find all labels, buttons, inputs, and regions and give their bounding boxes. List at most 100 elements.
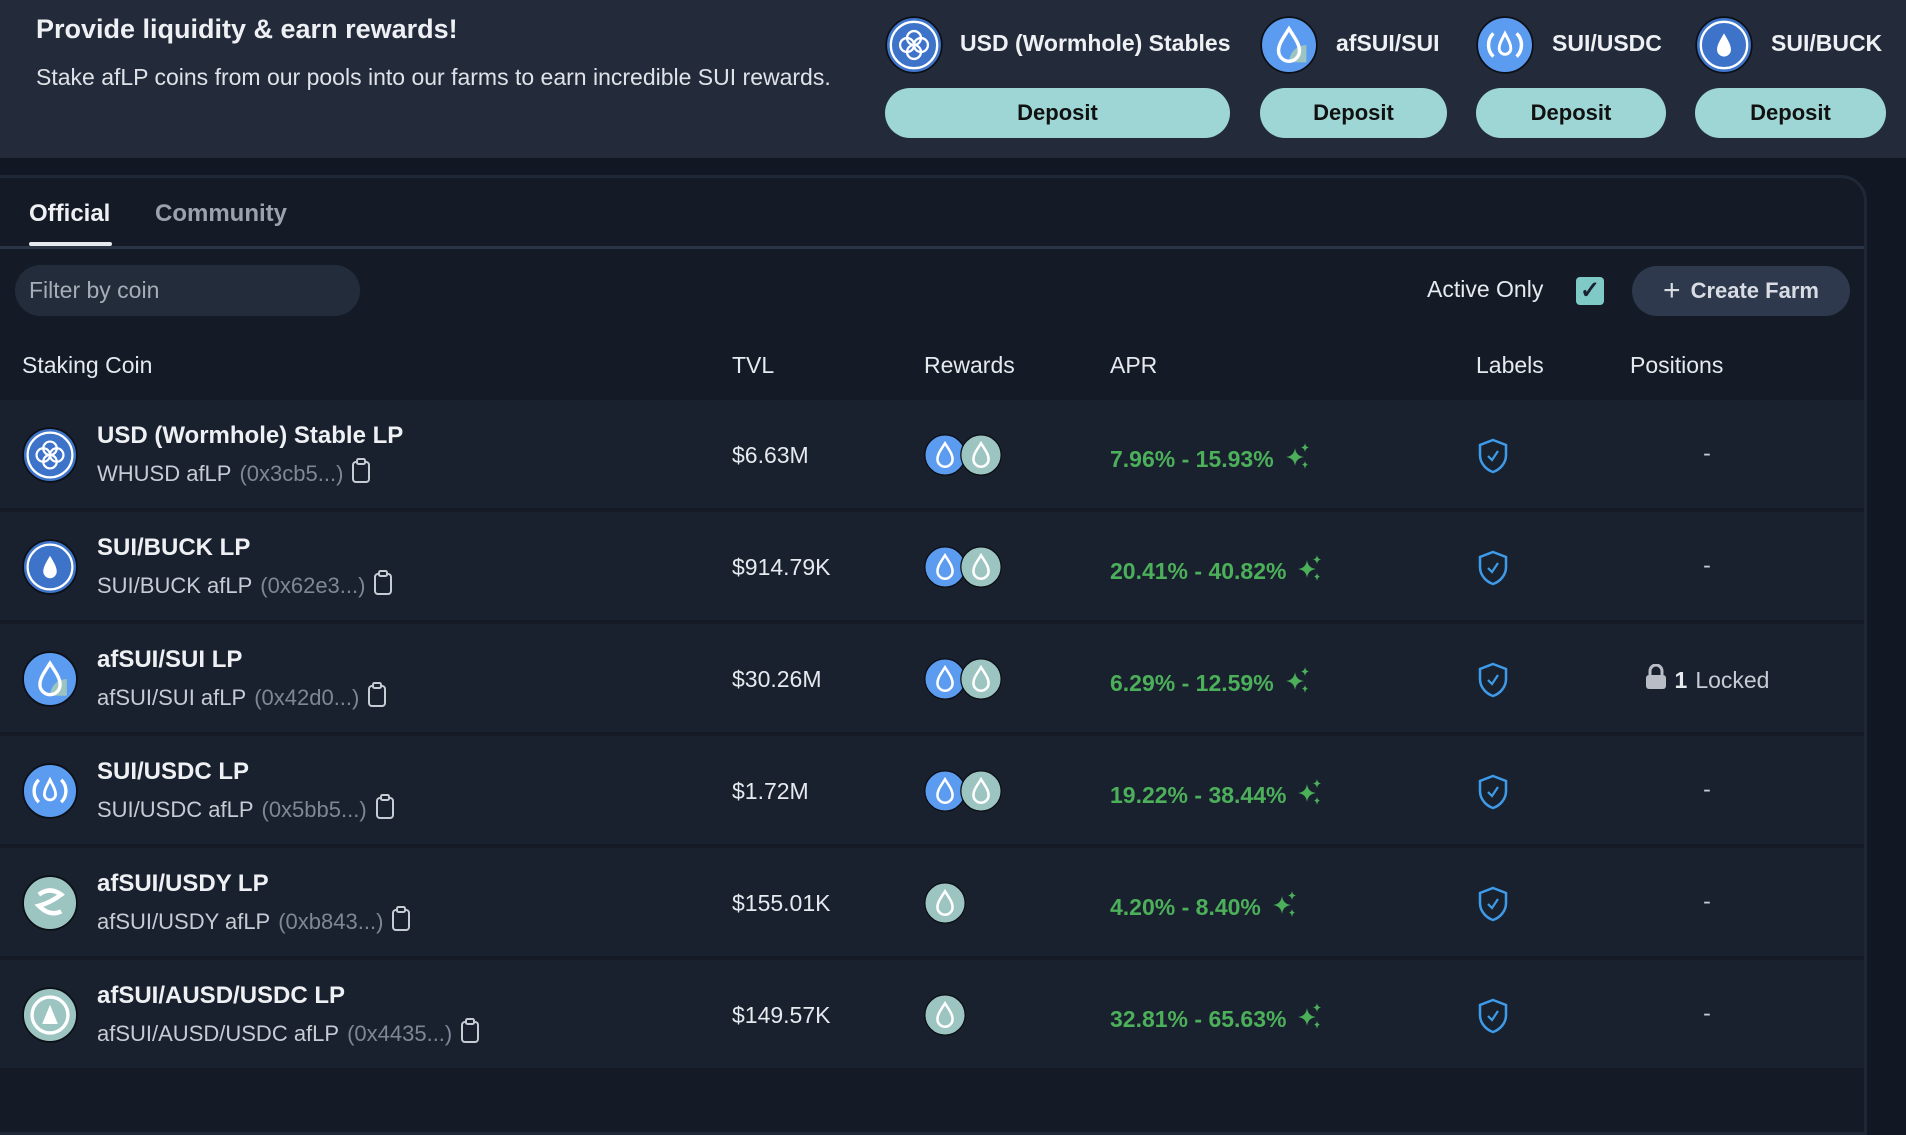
- sui-icon: [1695, 16, 1753, 74]
- tvl-value: $149.57K: [732, 1002, 831, 1028]
- coin-address: (0x4435...): [347, 1021, 453, 1046]
- coin-address: (0x42d0...): [254, 685, 360, 710]
- positions-cell: -: [1632, 888, 1782, 915]
- column-header-rewards[interactable]: Rewards: [924, 352, 1015, 378]
- deposit-button[interactable]: Deposit: [1260, 88, 1447, 138]
- verified-shield-icon[interactable]: [1477, 662, 1509, 703]
- rewards-icons: [924, 658, 1014, 700]
- active-tab-indicator: [29, 242, 112, 246]
- rewards-icons: [924, 434, 1014, 476]
- positions-count: 1: [1674, 666, 1688, 693]
- sparkle-icon[interactable]: [1284, 442, 1312, 476]
- verified-shield-icon[interactable]: [1477, 886, 1509, 927]
- verified-shield-icon[interactable]: [1477, 550, 1509, 591]
- pool-name: USD (Wormhole) Stables: [960, 30, 1231, 56]
- table-row[interactable]: USD (Wormhole) Stable LP WHUSD afLP (0x3cb…: [0, 400, 1864, 508]
- deposit-button[interactable]: Deposit: [885, 88, 1230, 138]
- pool-name: afSUI/SUI: [1336, 30, 1440, 56]
- coin-symbol: SUI/USDC afLP: [97, 797, 254, 822]
- ausd-icon: [22, 987, 78, 1043]
- sparkle-icon[interactable]: [1296, 1002, 1324, 1036]
- pool-name: SUI/BUCK: [1771, 30, 1883, 56]
- usdy-icon: [22, 875, 78, 931]
- staking-coin-name: SUI/USDC LP: [97, 758, 250, 785]
- sparkle-icon[interactable]: [1271, 890, 1299, 924]
- pool-name: SUI/USDC: [1552, 30, 1662, 56]
- table-row[interactable]: afSUI/AUSD/USDC LP afSUI/AUSD/USDC afLP (0…: [0, 960, 1864, 1068]
- coin-symbol: SUI/BUCK afLP: [97, 573, 253, 598]
- coin-symbol: WHUSD afLP: [97, 461, 232, 486]
- rewards-icons: [924, 546, 1014, 588]
- table-row[interactable]: afSUI/USDY LP afSUI/USDY afLP (0xb843...) $…: [0, 848, 1864, 956]
- afsui-icon: [22, 651, 78, 707]
- apr-value: 20.41% - 40.82%: [1110, 557, 1287, 584]
- positions-cell: -: [1632, 440, 1782, 467]
- tab-official[interactable]: Official: [29, 200, 111, 227]
- staking-coin-name: SUI/BUCK LP: [97, 534, 251, 561]
- table-row[interactable]: afSUI/SUI LP afSUI/SUI afLP (0x42d0...) $30…: [0, 624, 1864, 732]
- table-row[interactable]: SUI/BUCK LP SUI/BUCK afLP (0x62e3...) $914.…: [0, 512, 1864, 620]
- coin-address: (0x3cb5...): [239, 461, 344, 486]
- verified-shield-icon[interactable]: [1477, 438, 1509, 479]
- positions-value: -: [1703, 776, 1711, 802]
- table-row[interactable]: SUI/USDC LP SUI/USDC afLP (0x5bb5...) $1.72…: [0, 736, 1864, 844]
- active-only-checkbox[interactable]: ✓: [1576, 277, 1604, 305]
- plus-icon: +: [1663, 274, 1681, 307]
- farms-panel: Official Community Active Only ✓ + Create…: [0, 175, 1867, 1135]
- positions-cell: -: [1632, 552, 1782, 579]
- tvl-value: $1.72M: [732, 778, 809, 804]
- positions-cell: -: [1632, 776, 1782, 803]
- copy-clipboard-icon[interactable]: [391, 906, 411, 938]
- positions-status: Locked: [1695, 666, 1770, 693]
- deposit-button[interactable]: Deposit: [1476, 88, 1666, 138]
- usdc-sui-icon: [1476, 16, 1534, 74]
- filter-by-coin-input[interactable]: [15, 265, 360, 316]
- create-farm-button[interactable]: + Create Farm: [1632, 266, 1850, 316]
- column-header-labels[interactable]: Labels: [1476, 352, 1544, 378]
- sparkle-icon[interactable]: [1296, 554, 1324, 588]
- coin-address: (0x5bb5...): [261, 797, 367, 822]
- copy-clipboard-icon[interactable]: [367, 682, 387, 714]
- sparkle-icon[interactable]: [1296, 778, 1324, 812]
- tab-community[interactable]: Community: [155, 200, 287, 227]
- staking-coin-name: afSUI/AUSD/USDC LP: [97, 982, 346, 1009]
- apr-value: 4.20% - 8.40%: [1110, 893, 1261, 920]
- sui-icon: [22, 539, 78, 595]
- column-header-apr[interactable]: APR: [1110, 352, 1158, 378]
- tabs-divider: [0, 246, 1864, 249]
- copy-clipboard-icon[interactable]: [460, 1018, 480, 1050]
- positions-cell: -: [1632, 1000, 1782, 1027]
- sparkle-icon[interactable]: [1284, 666, 1312, 700]
- tvl-value: $6.63M: [732, 442, 809, 468]
- apr-value: 7.96% - 15.93%: [1110, 445, 1274, 472]
- tvl-value: $155.01K: [732, 890, 831, 916]
- positions-value: -: [1703, 440, 1711, 466]
- check-icon: ✓: [1579, 277, 1601, 304]
- promo-header: Provide liquidity & earn rewards! Stake …: [0, 0, 1906, 158]
- column-header-staking-coin[interactable]: Staking Coin: [22, 352, 153, 378]
- copy-clipboard-icon[interactable]: [351, 458, 371, 490]
- copy-clipboard-icon[interactable]: [375, 794, 395, 826]
- verified-shield-icon[interactable]: [1477, 998, 1509, 1039]
- tvl-value: $30.26M: [732, 666, 822, 692]
- positions-value: -: [1703, 552, 1711, 578]
- staking-coin-name: USD (Wormhole) Stable LP: [97, 422, 404, 449]
- apr-value: 32.81% - 65.63%: [1110, 1005, 1287, 1032]
- rewards-icons: [924, 882, 1014, 924]
- deposit-button[interactable]: Deposit: [1695, 88, 1886, 138]
- wormhole-usd-icon: [22, 427, 78, 483]
- copy-clipboard-icon[interactable]: [373, 570, 393, 602]
- positions-cell: 1 Locked: [1632, 663, 1782, 696]
- afsui-icon: [1260, 16, 1318, 74]
- coin-symbol: afSUI/SUI afLP: [97, 685, 247, 710]
- wormhole-usd-icon: [885, 16, 943, 74]
- verified-shield-icon[interactable]: [1477, 774, 1509, 815]
- apr-value: 6.29% - 12.59%: [1110, 669, 1274, 696]
- lock-icon: [1645, 663, 1667, 696]
- coin-symbol: afSUI/AUSD/USDC afLP: [97, 1021, 340, 1046]
- coin-symbol: afSUI/USDY afLP: [97, 909, 271, 934]
- column-header-tvl[interactable]: TVL: [732, 352, 775, 378]
- positions-value: -: [1703, 888, 1711, 914]
- column-header-positions[interactable]: Positions: [1630, 352, 1724, 378]
- promo-description: Stake afLP coins from our pools into our…: [36, 64, 831, 90]
